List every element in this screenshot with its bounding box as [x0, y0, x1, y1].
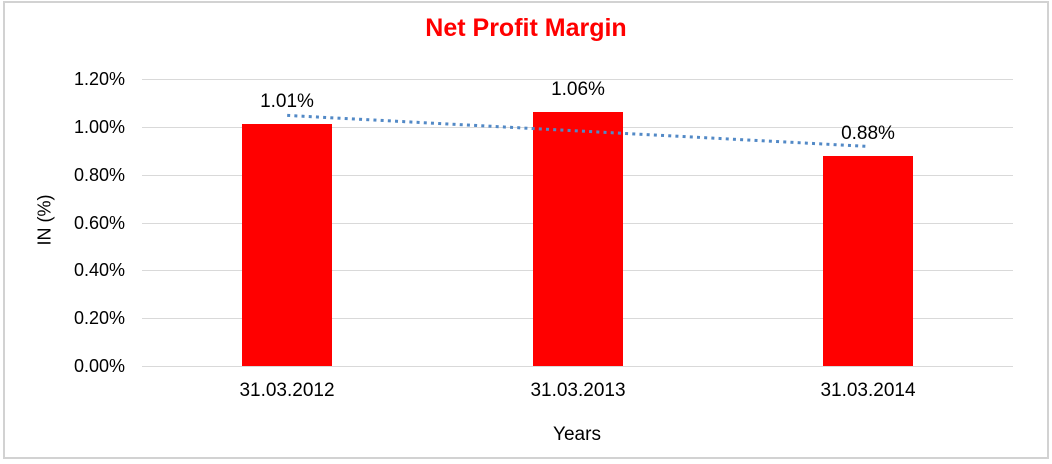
- bar-value-label: 1.06%: [551, 79, 605, 100]
- x-tick-label: 31.03.2013: [530, 380, 626, 401]
- bar: [533, 112, 623, 366]
- bar-value-label: 1.01%: [260, 91, 314, 112]
- y-tick-label: 0.20%: [73, 308, 125, 328]
- bar: [242, 124, 332, 366]
- bar: [823, 156, 913, 366]
- y-tick-label: 0.40%: [73, 260, 125, 280]
- bar-value-label: 0.88%: [841, 123, 895, 144]
- gridline: [142, 79, 1013, 80]
- y-tick-label: 0.80%: [73, 165, 125, 185]
- chart-title: Net Profit Margin: [425, 14, 627, 42]
- y-tick-label: 0.60%: [73, 213, 125, 233]
- y-tick-label: 0.00%: [73, 356, 125, 376]
- x-tick-label: 31.03.2012: [239, 380, 335, 401]
- x-tick-label: 31.03.2014: [820, 380, 916, 401]
- x-axis-title: Years: [553, 424, 601, 445]
- y-tick-label: 1.20%: [73, 69, 125, 89]
- gridline: [142, 366, 1013, 367]
- y-tick-label: 1.00%: [73, 117, 125, 137]
